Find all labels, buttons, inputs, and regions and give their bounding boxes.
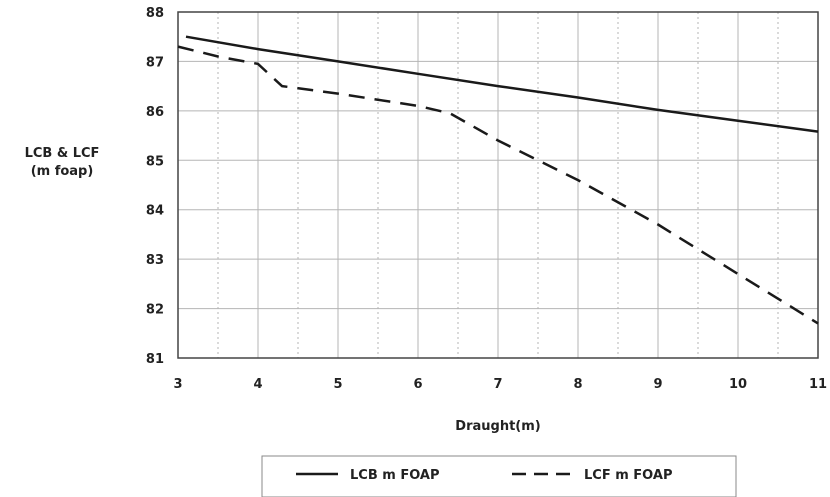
series-line-lcf	[177, 45, 819, 325]
grid-lines	[178, 12, 818, 358]
legend: LCB m FOAP LCF m FOAP	[261, 455, 737, 497]
y-axis-title-line-1: LCB & LCF	[25, 146, 100, 161]
y-tick-label: 81	[146, 352, 164, 367]
x-tick-label: 10	[729, 377, 747, 392]
y-tick-label: 84	[146, 204, 164, 219]
y-axis-title-line-2: (m foap)	[31, 164, 94, 179]
x-axis-title: Draught(m)	[455, 419, 540, 434]
y-tick-label: 85	[146, 154, 164, 169]
y-tick-label: 83	[146, 253, 164, 268]
series-line-lcb	[185, 35, 819, 133]
legend-box	[261, 455, 737, 497]
x-tick-label: 5	[333, 377, 342, 392]
plot-frame	[177, 11, 819, 359]
y-tick-label: 82	[146, 303, 164, 318]
x-tick-label: 8	[573, 377, 582, 392]
legend-label-lcf: LCF m FOAP	[584, 468, 672, 483]
tick-labels: 3 4 5 6 7 8 9 10 11 81 82 83 84 85 86 87 88	[146, 6, 827, 392]
y-tick-label: 88	[146, 6, 164, 21]
x-tick-label: 6	[413, 377, 422, 392]
y-tick-label: 87	[146, 55, 164, 70]
x-tick-label: 7	[493, 377, 502, 392]
x-tick-label: 9	[653, 377, 662, 392]
x-tick-label: 3	[173, 377, 182, 392]
legend-label-lcb: LCB m FOAP	[350, 468, 440, 483]
y-tick-label: 86	[146, 105, 164, 120]
series-lines	[177, 35, 819, 325]
x-tick-label: 11	[809, 377, 827, 392]
x-tick-label: 4	[253, 377, 262, 392]
